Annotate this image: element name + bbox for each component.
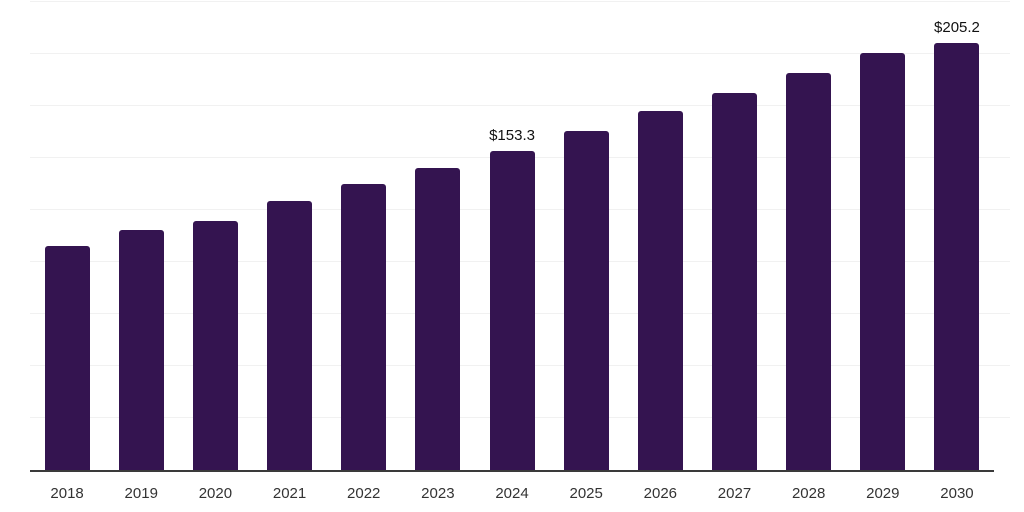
- bar-2019: [118, 229, 164, 470]
- plot-area: $153.3 $205.2: [30, 0, 1010, 470]
- x-tick-label-2028: 2028: [791, 485, 826, 502]
- bar-2026: [637, 111, 683, 470]
- bar-2020: [192, 221, 238, 470]
- bar-slot-2019: [104, 0, 178, 470]
- x-tick-label-2025: 2025: [569, 485, 603, 502]
- bar-slot-2030: $205.2: [920, 0, 994, 470]
- gridline-225: [30, 1, 1010, 3]
- x-tick-label-2021: 2021: [272, 485, 307, 502]
- gridline-175: [30, 105, 1010, 107]
- gridline-200: [30, 53, 1010, 55]
- x-tick-label-2024: 2024: [495, 485, 529, 502]
- bar-slot-2020: [178, 0, 252, 470]
- bar-2028: [786, 73, 832, 470]
- bar-slot-2029: [846, 0, 920, 470]
- bar-2018: [44, 245, 90, 470]
- bar-slot-2021: [252, 0, 326, 470]
- bar-2024: [489, 151, 535, 470]
- x-tick-label-2027: 2027: [717, 485, 752, 502]
- x-axis-tick-labels: 2018 2019 2020 2021 2022 2023 2024 2025 2026 2027…: [30, 484, 994, 503]
- x-axis-line: [30, 470, 994, 472]
- bar-slot-2025: [549, 0, 623, 470]
- x-tick-label-2018: 2018: [50, 485, 84, 502]
- bars-layer: $153.3 $205.2: [30, 0, 994, 470]
- x-tick-label-2019: 2019: [124, 485, 158, 502]
- bar-2023: [415, 168, 461, 470]
- x-tick-label-2029: 2029: [866, 485, 900, 502]
- bar-value-label-2030: $205.2: [934, 19, 980, 37]
- bar-2030: [934, 43, 980, 470]
- bar-2021: [267, 200, 313, 470]
- bar-value-label-2024: $153.3: [489, 127, 535, 145]
- bar-slot-2026: [623, 0, 697, 470]
- x-tick-label-2022: 2022: [347, 485, 381, 502]
- bar-slot-2024: $153.3: [475, 0, 549, 470]
- x-tick-label-2026: 2026: [643, 485, 678, 502]
- bar-slot-2027: [697, 0, 771, 470]
- bar-slot-2022: [327, 0, 401, 470]
- bar-slot-2028: [772, 0, 846, 470]
- x-tick-label-2023: 2023: [421, 485, 455, 502]
- x-tick-label-2030: 2030: [940, 485, 974, 502]
- bar-2025: [563, 131, 609, 470]
- bar-2027: [711, 93, 757, 470]
- bar-slot-2018: [30, 0, 104, 470]
- bar-slot-2023: [401, 0, 475, 470]
- bar-2022: [341, 184, 387, 470]
- bar-2029: [860, 53, 906, 470]
- x-tick-label-2020: 2020: [198, 485, 233, 502]
